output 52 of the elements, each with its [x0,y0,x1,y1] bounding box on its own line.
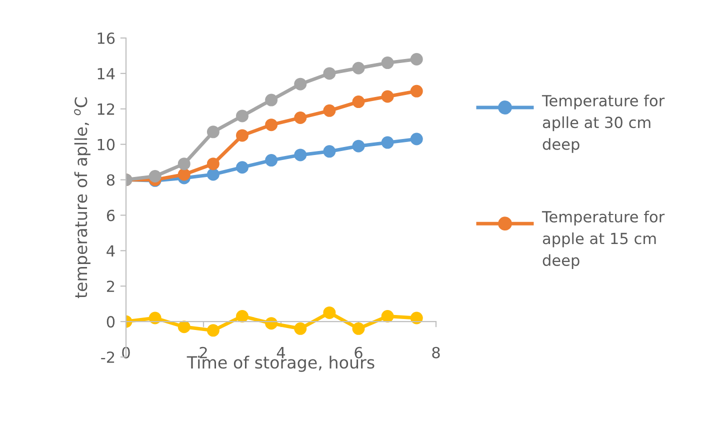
point [381,90,394,103]
point [352,96,365,108]
y-tick-label: 14 [98,68,115,80]
y-axis-title: temperature of aplle, $^{o}$C [74,97,90,298]
point [352,322,365,335]
point [236,161,248,174]
point [323,145,336,158]
point [381,56,394,70]
point [381,136,394,149]
y-tick-label: 4 [106,245,115,256]
point [236,310,248,322]
point [352,140,365,152]
point [265,94,278,106]
point [265,154,278,167]
y-tick-label: 12 [98,103,114,115]
point [352,62,365,74]
y-tick-label: 2 [106,280,114,292]
point [294,322,307,335]
point [265,118,278,132]
point [206,158,220,170]
y-tick-label: 16 [98,32,115,44]
point [148,170,162,182]
legend-label: Temperature for apple at 15 cm deep [542,210,665,269]
point [294,78,307,90]
y-tick-label: 8 [106,174,115,186]
x-tick-label: 8 [432,346,440,358]
point [206,126,220,138]
y-tick-label: 0 [106,316,115,328]
y-tick-label: -2 [101,351,114,363]
point [294,148,307,162]
point [294,112,307,124]
point [178,158,190,170]
y-tick-label: 10 [98,138,115,150]
point [178,320,190,334]
y-tick-label: 6 [106,210,115,222]
point [323,306,336,319]
point [148,312,162,324]
point [323,104,336,117]
point [265,317,278,330]
point [206,324,220,337]
point [410,53,423,66]
point [236,129,248,142]
point [410,312,423,324]
point [206,168,220,181]
point [410,132,423,146]
x-tick-label: 4 [276,347,286,358]
point [178,168,190,181]
point [323,67,336,80]
legend-label: Temperature for aplle at 30 cm deep [542,94,665,153]
point [410,84,423,98]
point [381,310,394,322]
point [236,110,248,122]
